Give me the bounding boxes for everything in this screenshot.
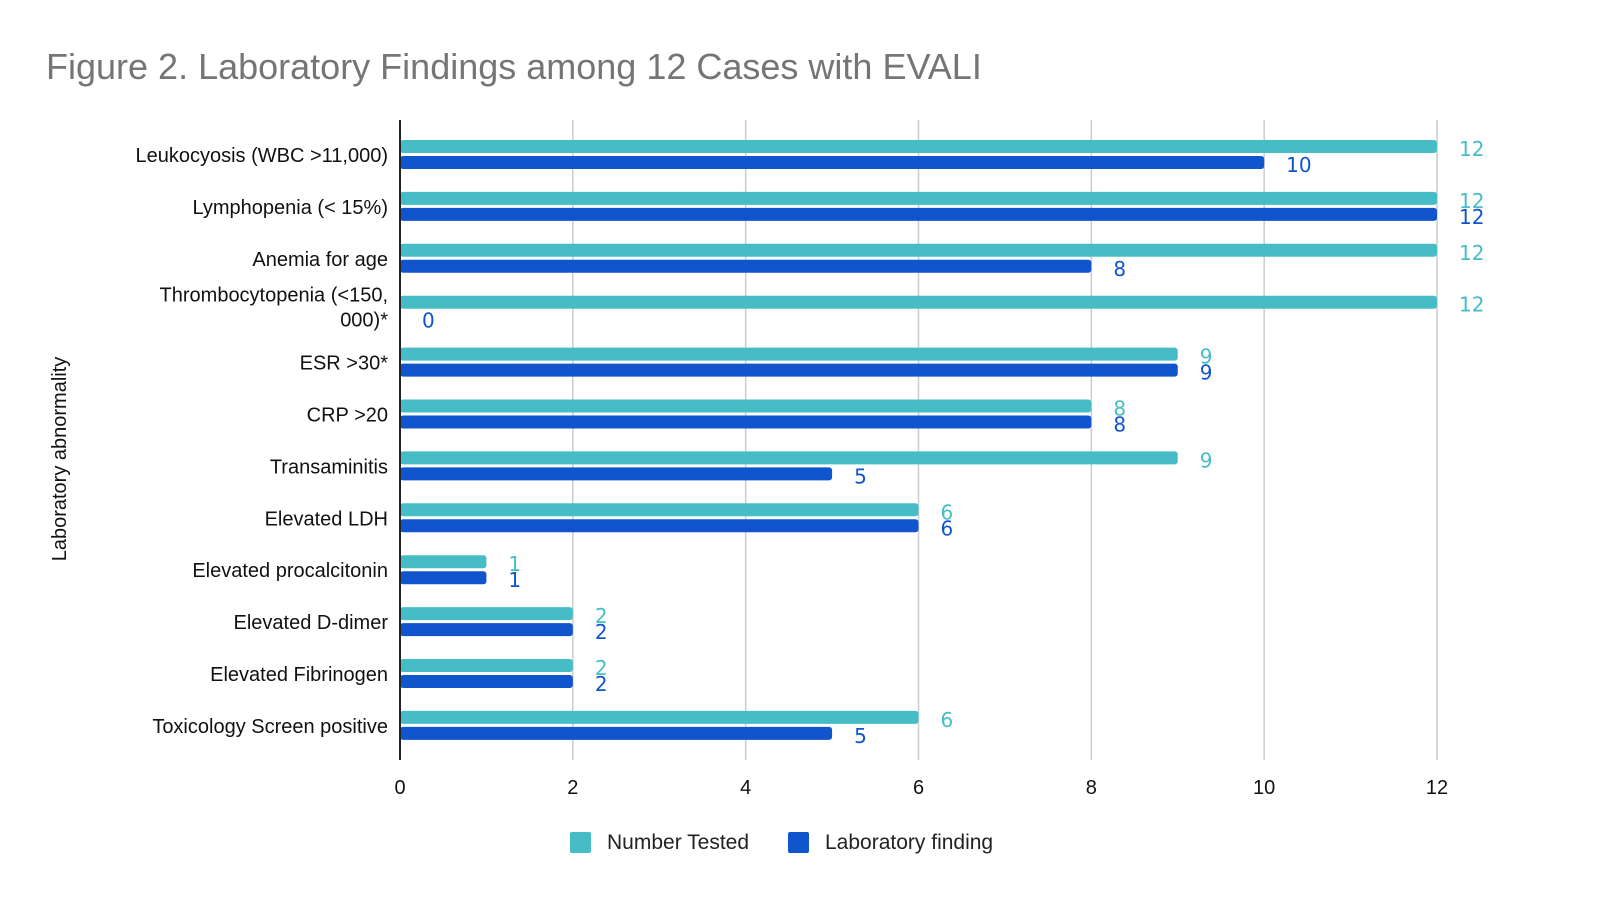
bar-number-tested bbox=[400, 607, 573, 621]
legend: Number Tested Laboratory finding bbox=[570, 831, 993, 854]
category-label: Toxicology Screen positive bbox=[152, 716, 388, 738]
data-label: 2 bbox=[595, 620, 608, 644]
data-label: 6 bbox=[941, 708, 954, 732]
bar-laboratory-finding bbox=[400, 415, 1092, 429]
category-label: Elevated Fibrinogen bbox=[210, 664, 388, 686]
bar-laboratory-finding bbox=[400, 675, 573, 688]
data-label: 9 bbox=[1200, 448, 1213, 472]
bar-laboratory-finding bbox=[400, 259, 1092, 273]
data-label: 9 bbox=[1200, 361, 1213, 385]
bar-number-tested bbox=[400, 140, 1437, 153]
data-label: 8 bbox=[1113, 413, 1126, 437]
x-tick-label: 2 bbox=[567, 777, 578, 799]
category-label: Elevated LDH bbox=[265, 508, 388, 530]
bar-number-tested bbox=[400, 659, 573, 672]
bar-number-tested bbox=[400, 503, 919, 517]
category-label-line: 000)* bbox=[340, 310, 388, 332]
data-label: 2 bbox=[595, 604, 608, 628]
x-tick-label: 0 bbox=[394, 777, 405, 799]
category-label: Elevated procalcitonin bbox=[192, 560, 388, 582]
legend-label-number-tested: Number Tested bbox=[607, 831, 749, 854]
data-label: 2 bbox=[595, 672, 608, 696]
data-label: 1 bbox=[508, 568, 521, 592]
data-label: 12 bbox=[1459, 205, 1484, 229]
legend-swatch-number-tested bbox=[570, 832, 591, 853]
data-label: 8 bbox=[1113, 397, 1126, 421]
bar-laboratory-finding bbox=[400, 467, 833, 481]
bar-number-tested bbox=[400, 243, 1437, 257]
x-tick-label: 4 bbox=[740, 777, 751, 799]
category-label: Anemia for age bbox=[252, 249, 388, 271]
bar-number-tested bbox=[400, 295, 1437, 309]
bar-number-tested bbox=[400, 347, 1178, 361]
data-label: 12 bbox=[1459, 293, 1484, 317]
data-label: 8 bbox=[1113, 257, 1126, 281]
data-label: 9 bbox=[1200, 345, 1213, 369]
gridlines bbox=[572, 120, 1438, 760]
bar-laboratory-finding bbox=[400, 519, 919, 533]
x-tick-labels: 0 2 4 6 8 10 12 bbox=[394, 777, 1448, 799]
data-label: 5 bbox=[854, 464, 867, 488]
y-axis-label: Laboratory abnormality bbox=[49, 357, 71, 562]
legend-swatch-laboratory-finding bbox=[788, 832, 809, 853]
x-tick-label: 12 bbox=[1426, 777, 1448, 799]
data-label: 10 bbox=[1286, 153, 1311, 177]
bars bbox=[400, 140, 1437, 740]
x-tick-label: 8 bbox=[1086, 777, 1097, 799]
legend-label-laboratory-finding: Laboratory finding bbox=[825, 831, 993, 854]
bar-laboratory-finding bbox=[400, 207, 1437, 221]
category-label: Leukocyosis (WBC >11,000) bbox=[135, 145, 388, 167]
data-label: 1 bbox=[508, 552, 521, 576]
category-label: Transaminitis bbox=[270, 456, 388, 478]
bar-number-tested bbox=[400, 555, 487, 569]
bar-number-tested bbox=[400, 710, 919, 724]
bar-number-tested bbox=[400, 451, 1178, 465]
x-tick-label: 10 bbox=[1253, 777, 1275, 799]
data-label: 12 bbox=[1459, 137, 1484, 161]
bar-laboratory-finding bbox=[400, 726, 833, 740]
data-label: 5 bbox=[854, 724, 867, 748]
category-label: Thrombocytopenia (<150, 000)* bbox=[160, 285, 389, 332]
category-label: Lymphopenia (< 15%) bbox=[193, 197, 389, 219]
bar-laboratory-finding bbox=[400, 363, 1178, 377]
data-label: 12 bbox=[1459, 241, 1484, 265]
category-label: ESR >30* bbox=[300, 353, 389, 375]
data-label: 6 bbox=[941, 500, 954, 524]
data-label: 2 bbox=[595, 656, 608, 680]
x-tick-label: 6 bbox=[913, 777, 924, 799]
bar-number-tested bbox=[400, 191, 1437, 205]
bar-laboratory-finding bbox=[400, 156, 1265, 169]
category-label: CRP >20 bbox=[307, 405, 388, 427]
data-label: 6 bbox=[941, 516, 954, 540]
category-labels: Leukocyosis (WBC >11,000) Lymphopenia (< … bbox=[135, 145, 388, 738]
category-label-line: Thrombocytopenia (<150, bbox=[160, 285, 388, 307]
category-label: Elevated D-dimer bbox=[233, 612, 388, 634]
bar-number-tested bbox=[400, 399, 1092, 413]
bar-laboratory-finding bbox=[400, 623, 573, 637]
bar-laboratory-finding bbox=[400, 571, 487, 585]
data-label: 0 bbox=[422, 309, 435, 333]
data-label: 12 bbox=[1459, 189, 1484, 213]
chart-title: Figure 2. Laboratory Findings among 12 C… bbox=[46, 46, 982, 87]
